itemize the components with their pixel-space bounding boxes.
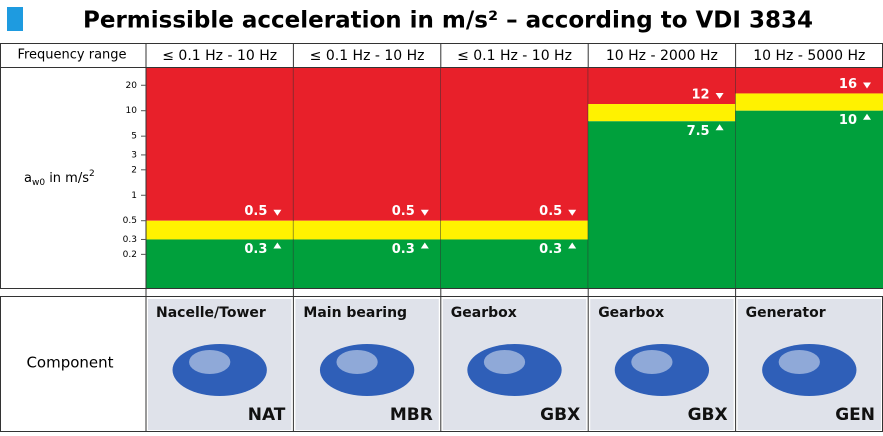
component-name: Gearbox bbox=[598, 305, 664, 321]
y-tick-label: 20 bbox=[126, 81, 138, 91]
down-marker bbox=[863, 82, 871, 89]
component-code: NAT bbox=[248, 405, 286, 425]
machine-detail bbox=[189, 350, 231, 374]
yellow-zone bbox=[735, 93, 883, 111]
component-label: Component bbox=[26, 354, 113, 372]
up-marker bbox=[715, 124, 724, 131]
y-axis-label: aw0 in m/s2 bbox=[24, 169, 95, 188]
y-tick-label: 3 bbox=[131, 150, 137, 160]
yellow-zone bbox=[293, 220, 441, 240]
red-zone bbox=[588, 68, 736, 105]
y-label-main: a bbox=[24, 171, 32, 186]
red-zone bbox=[146, 68, 294, 221]
red-zone bbox=[440, 68, 589, 221]
green-zone bbox=[588, 121, 736, 289]
frequency-label: Frequency range bbox=[17, 48, 126, 63]
machine-detail bbox=[336, 350, 378, 374]
y-tick-label: 1 bbox=[131, 191, 137, 201]
component-name: Gearbox bbox=[451, 305, 517, 321]
down-marker bbox=[273, 209, 282, 216]
y-tick-label: 0.5 bbox=[123, 216, 137, 226]
component-code: GBX bbox=[688, 405, 728, 425]
up-marker bbox=[420, 242, 429, 249]
component-name: Main bearing bbox=[303, 305, 407, 321]
up-marker bbox=[568, 242, 577, 249]
down-marker bbox=[568, 209, 577, 216]
y-tick-label: 0.2 bbox=[123, 250, 137, 260]
machine-detail bbox=[483, 350, 526, 374]
yellow-zone bbox=[440, 220, 589, 240]
up-marker bbox=[863, 113, 871, 120]
component-name: Generator bbox=[746, 305, 826, 321]
upper-label: 0.5 bbox=[244, 204, 267, 219]
down-marker bbox=[715, 93, 724, 100]
upper-label: 0.5 bbox=[392, 204, 415, 219]
y-tick-label: 0.3 bbox=[123, 235, 137, 245]
green-zone bbox=[146, 239, 294, 288]
up-marker bbox=[273, 242, 282, 249]
y-tick-label: 5 bbox=[131, 132, 137, 142]
y-tick-label: 2 bbox=[131, 165, 137, 175]
frequency-header: ≤ 0.1 Hz - 10 Hz bbox=[162, 48, 277, 64]
y-label-sup: 2 bbox=[89, 169, 95, 179]
red-zone bbox=[735, 68, 883, 94]
lower-label: 10 bbox=[839, 113, 857, 128]
upper-label: 12 bbox=[692, 88, 710, 103]
title-icon bbox=[7, 7, 23, 31]
lower-label: 0.3 bbox=[244, 242, 267, 257]
lower-label: 7.5 bbox=[687, 124, 710, 139]
component-code: MBR bbox=[390, 405, 433, 425]
frequency-header: 10 Hz - 5000 Hz bbox=[753, 48, 865, 64]
component-name: Nacelle/Tower bbox=[156, 305, 266, 321]
down-marker bbox=[420, 209, 429, 216]
green-zone bbox=[735, 110, 883, 288]
machine-detail bbox=[778, 350, 820, 374]
yellow-zone bbox=[146, 220, 294, 240]
title-bar bbox=[0, 0, 883, 40]
yellow-zone bbox=[588, 104, 736, 122]
red-zone bbox=[293, 68, 441, 221]
y-label-sub: w0 bbox=[32, 178, 45, 188]
frequency-header: ≤ 0.1 Hz - 10 Hz bbox=[310, 48, 425, 64]
green-zone bbox=[440, 239, 589, 288]
green-zone bbox=[293, 239, 441, 288]
upper-label: 16 bbox=[839, 77, 857, 92]
frequency-header: 10 Hz - 2000 Hz bbox=[606, 48, 718, 64]
component-code: GBX bbox=[540, 405, 580, 425]
frequency-header: ≤ 0.1 Hz - 10 Hz bbox=[457, 48, 572, 64]
component-code: GEN bbox=[835, 405, 875, 425]
upper-label: 0.5 bbox=[539, 204, 562, 219]
lower-label: 0.3 bbox=[392, 242, 415, 257]
title: Permissible acceleration in m/s² – accor… bbox=[83, 8, 813, 34]
y-label-rest: in m/s bbox=[45, 171, 89, 186]
machine-detail bbox=[631, 350, 673, 374]
lower-label: 0.3 bbox=[539, 242, 562, 257]
y-tick-label: 10 bbox=[126, 106, 138, 116]
